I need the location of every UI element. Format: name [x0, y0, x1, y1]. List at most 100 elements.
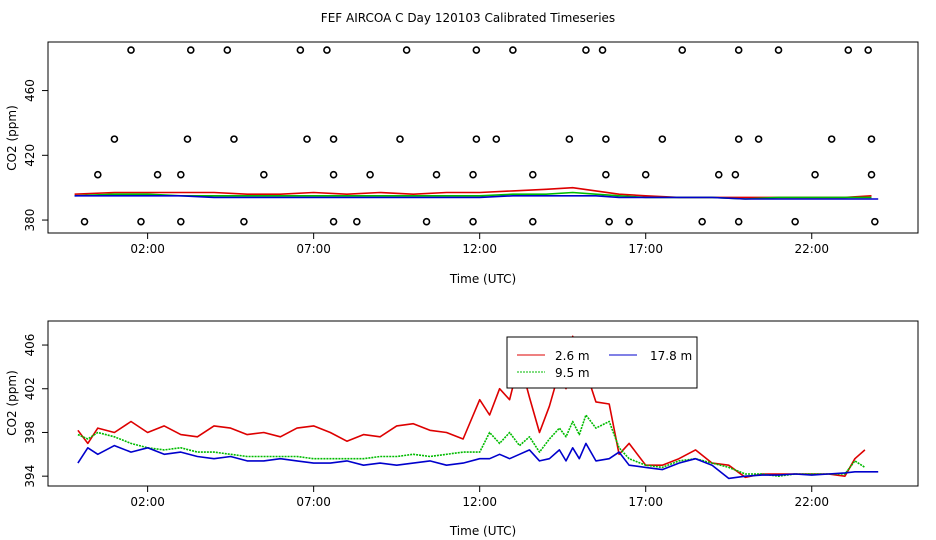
chart-title: FEF AIRCOA C Day 120103 Calibrated Times… [321, 11, 615, 25]
calibration-point [731, 170, 740, 179]
calibration-point [472, 135, 481, 143]
calibration-point [80, 217, 89, 226]
calibration-point [582, 46, 590, 54]
x-axis: 02:00 07:00 12:00 17:00 22:00 [130, 486, 829, 509]
y-tick-label: 402 [23, 377, 37, 400]
calibration-point [565, 135, 574, 143]
x-tick-label: 07:00 [296, 495, 331, 509]
x-tick-label: 22:00 [794, 242, 829, 256]
calibration-point [137, 217, 145, 226]
series-line-2-6-m [74, 186, 872, 199]
calibration-point [641, 170, 650, 179]
calibration-point [110, 135, 119, 143]
calibration-point [329, 135, 338, 143]
calibration-point [867, 135, 876, 143]
calibration-point [127, 46, 135, 54]
calibration-point [303, 135, 311, 143]
x-tick-label: 02:00 [130, 495, 165, 509]
calibration-point [94, 170, 102, 179]
legend-box [506, 336, 698, 389]
calibration-point [509, 46, 517, 54]
y-tick-label: 398 [23, 421, 37, 444]
calibration-point [432, 170, 441, 179]
calibration-point [754, 135, 763, 143]
calibration-point [186, 46, 195, 54]
calibration-point [177, 170, 185, 179]
series-lines [74, 186, 879, 200]
calibration-point [323, 46, 331, 54]
y-tick-label: 380 [23, 209, 37, 232]
y-tick-label: 460 [23, 79, 37, 102]
calibration-point [864, 46, 872, 54]
panel-bottom: 02:00 07:00 12:00 17:00 22:00 394 398 402 406 T… [5, 320, 919, 538]
y-tick-label: 394 [23, 465, 37, 488]
calibration-point [811, 170, 819, 179]
calibration-point [329, 217, 338, 226]
x-axis-label: Time (UTC) [449, 272, 516, 286]
calibration-point [472, 46, 481, 54]
calibration-point [469, 217, 477, 226]
x-tick-label: 17:00 [628, 495, 663, 509]
y-tick-label: 406 [23, 334, 37, 357]
calibration-point [353, 217, 361, 226]
calibration-point [734, 135, 743, 143]
calibration-point [774, 46, 783, 54]
calibration-point [714, 170, 723, 179]
series-line-9-5-m [77, 414, 866, 478]
plot-frame [47, 41, 919, 234]
calibration-point [396, 135, 404, 143]
series-line-17-8-m [74, 195, 879, 200]
calibration-point [867, 170, 876, 179]
calibration-point [240, 217, 248, 226]
x-tick-label: 17:00 [628, 242, 663, 256]
calibration-point [658, 135, 667, 143]
calibration-point [296, 46, 305, 54]
x-tick-label: 07:00 [296, 242, 331, 256]
calibration-point [230, 135, 238, 143]
calibration-point [329, 170, 338, 179]
calibration-points [80, 46, 879, 226]
calibration-point [422, 217, 431, 226]
x-axis-label: Time (UTC) [449, 524, 516, 538]
x-tick-label: 12:00 [462, 242, 497, 256]
x-tick-label: 02:00 [130, 242, 165, 256]
y-axis: 394 398 402 406 [23, 334, 48, 488]
y-axis-label: CO2 (ppm) [5, 370, 19, 436]
series-lines [77, 335, 879, 480]
panel-top: 02:00 07:00 12:00 17:00 22:00 380 420 460 Time… [5, 41, 919, 286]
calibration-point [602, 135, 610, 143]
calibration-point [734, 46, 743, 54]
calibration-point [260, 170, 268, 179]
calibration-point [223, 46, 232, 54]
calibration-point [844, 46, 853, 54]
calibration-point [598, 46, 607, 54]
calibration-point [625, 217, 633, 226]
calibration-point [402, 46, 411, 54]
calibration-point [469, 170, 477, 179]
calibration-point [602, 170, 610, 179]
plot-frame [47, 320, 919, 487]
calibration-point [366, 170, 374, 179]
calibration-point [871, 217, 879, 226]
x-axis: 02:00 07:00 12:00 17:00 22:00 [130, 233, 829, 256]
x-tick-label: 12:00 [462, 495, 497, 509]
legend-label-2-6m: 2.6 m [555, 349, 590, 363]
legend-label-17-8m: 17.8 m [650, 349, 692, 363]
y-tick-label: 420 [23, 144, 37, 167]
calibration-point [183, 135, 192, 143]
calibration-point [529, 217, 537, 226]
calibration-point [492, 135, 501, 143]
y-axis-label: CO2 (ppm) [5, 105, 19, 171]
calibration-point [678, 46, 687, 54]
calibration-point [698, 217, 706, 226]
calibration-point [153, 170, 162, 179]
x-tick-label: 22:00 [794, 495, 829, 509]
calibration-point [827, 135, 836, 143]
series-line-2-6-m [77, 335, 866, 479]
legend-label-9-5m: 9.5 m [555, 366, 590, 380]
calibration-point [734, 217, 743, 226]
calibration-point [177, 217, 185, 226]
calibration-point [605, 217, 613, 226]
legend: 2.6 m 17.8 m 9.5 m [506, 336, 698, 389]
